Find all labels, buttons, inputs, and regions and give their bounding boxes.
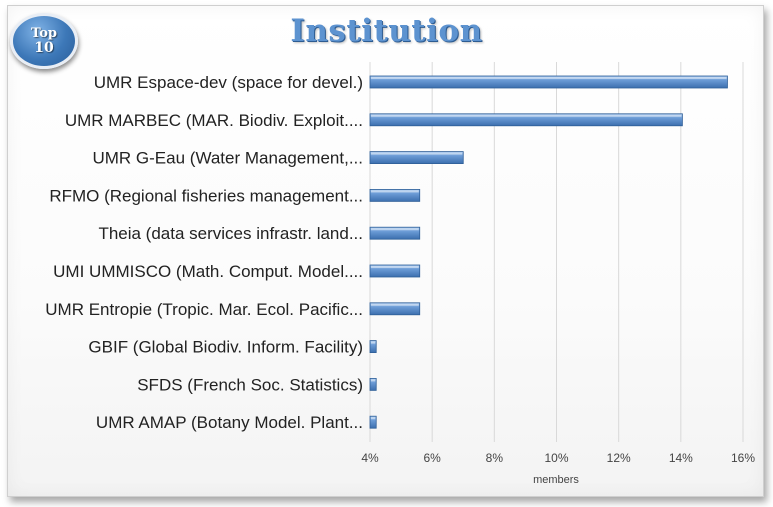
bar-highlight (371, 228, 419, 231)
bar (369, 264, 421, 278)
x-tick-label: 6% (423, 451, 441, 465)
category-label: RFMO (Regional fisheries management... (49, 186, 363, 205)
bar (369, 415, 377, 429)
x-tick-label: 4% (361, 451, 379, 465)
top-10-badge: Top 10 (10, 13, 78, 69)
x-axis-title: members (533, 474, 579, 486)
bar-highlight (371, 114, 682, 117)
bar (369, 302, 421, 316)
bar (369, 340, 377, 354)
category-labels: UMR Espace-dev (space for devel.) UMR MAR… (45, 73, 363, 432)
x-tick-labels: 4% 6% 8% 10% 12% 14% 16% (361, 451, 755, 465)
badge-line-1: Top (31, 26, 57, 41)
bar-highlight (371, 303, 419, 306)
bar-highlight (371, 152, 463, 155)
bar (369, 151, 464, 165)
chart-title: Institution (290, 13, 483, 49)
x-tick-label: 14% (669, 451, 693, 465)
category-label: UMR AMAP (Botany Model. Plant... (96, 413, 363, 432)
x-tick-label: 10% (544, 451, 568, 465)
bar-highlight (371, 341, 376, 344)
bars (369, 75, 728, 429)
category-label: UMR Espace-dev (space for devel.) (94, 73, 363, 92)
x-tick-label: 12% (607, 451, 631, 465)
category-label: SFDS (French Soc. Statistics) (137, 375, 363, 394)
bar (369, 75, 728, 89)
category-label: UMI UMMISCO (Math. Comput. Model.... (53, 262, 363, 281)
badge-line-2: 10 (34, 40, 54, 56)
bar (369, 226, 421, 240)
bar-highlight (371, 417, 376, 420)
category-label: GBIF (Global Biodiv. Inform. Facility) (88, 338, 363, 357)
bar-highlight (371, 266, 419, 268)
bar-highlight (371, 379, 376, 382)
bar-highlight (371, 190, 419, 193)
bar (369, 377, 377, 391)
category-label: UMR Entropie (Tropic. Mar. Ecol. Pacific… (45, 300, 363, 319)
x-tick-label: 8% (486, 451, 504, 465)
category-label: UMR MARBEC (MAR. Biodiv. Exploit.... (65, 111, 363, 130)
bar-highlight (371, 77, 727, 79)
category-label: Theia (data services infrastr. land... (98, 224, 363, 243)
bar (369, 188, 421, 202)
category-label: UMR G-Eau (Water Management,... (92, 149, 363, 168)
bar (369, 113, 683, 127)
x-tick-label: 16% (731, 451, 755, 465)
